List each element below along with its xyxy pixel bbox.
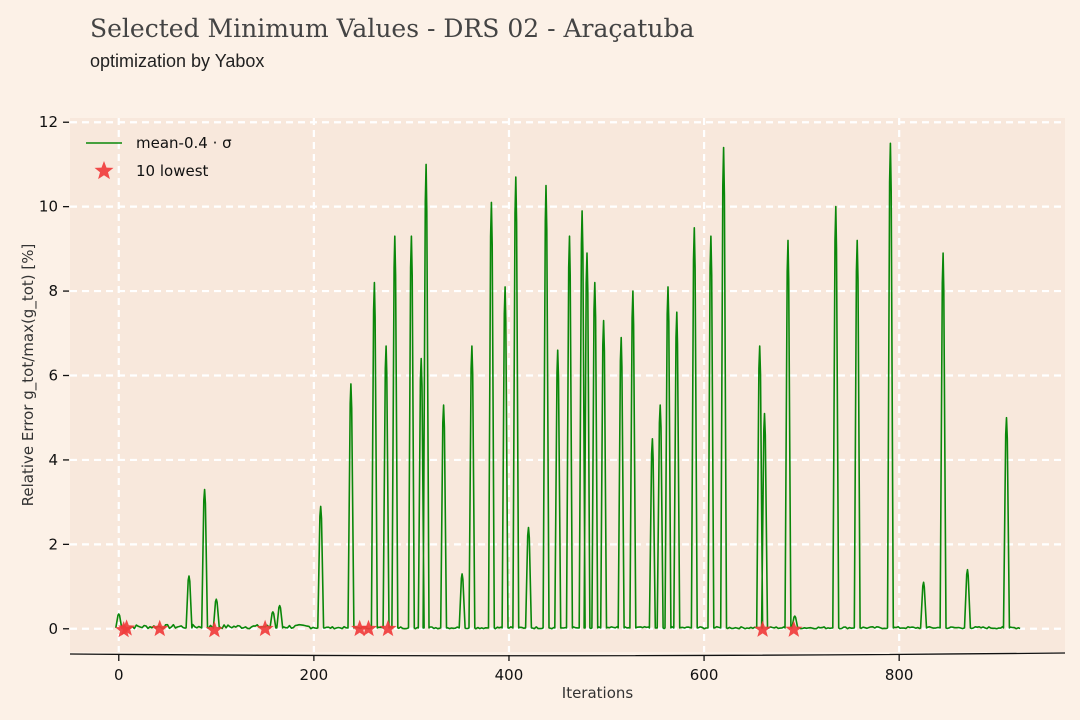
y-tick-label: 4 [48,451,58,469]
legend: mean-0.4 · σ 10 lowest [86,134,232,180]
y-tick-label: 10 [39,198,58,216]
x-tick-label: 800 [885,666,914,684]
legend-star-swatch [94,161,114,180]
legend-label-mean: mean-0.4 · σ [136,134,232,152]
y-tick-label: 6 [48,367,58,385]
y-tick-label: 12 [39,113,58,131]
x-tick-label: 0 [114,666,124,684]
series-line-layer [115,142,1021,630]
x-axis-label: Iterations [562,684,634,702]
x-tick-label: 400 [495,666,524,684]
chart-subtitle: optimization by Yabox [90,51,265,71]
lowest-marker [754,620,772,637]
lowest-marker [785,620,803,637]
chart-title: Selected Minimum Values - DRS 02 - Araça… [90,14,695,43]
y-tick-label: 0 [48,620,58,638]
x-tick-label: 600 [690,666,719,684]
y-axis-label: Relative Error g_tot/max(g_tot) [%] [19,244,38,507]
axes: 0 200 400 600 800 0 2 4 6 8 10 12 Iterations Relative… [19,113,1066,702]
lowest-marker [118,619,136,636]
lowest-marker [379,619,397,637]
lowest-marker [205,621,223,638]
lowest-marker [359,619,378,637]
x-axis-line [69,652,1066,657]
lowest-marker [256,619,274,637]
x-tick-label: 200 [300,666,329,684]
y-tick-label: 2 [48,535,58,553]
markers-layer [115,619,803,638]
y-tick-label: 8 [48,282,58,300]
series-line-mean [115,142,1021,630]
legend-label-lowest: 10 lowest [136,162,209,180]
lowest-marker [151,619,169,637]
lowest-marker [351,619,369,637]
